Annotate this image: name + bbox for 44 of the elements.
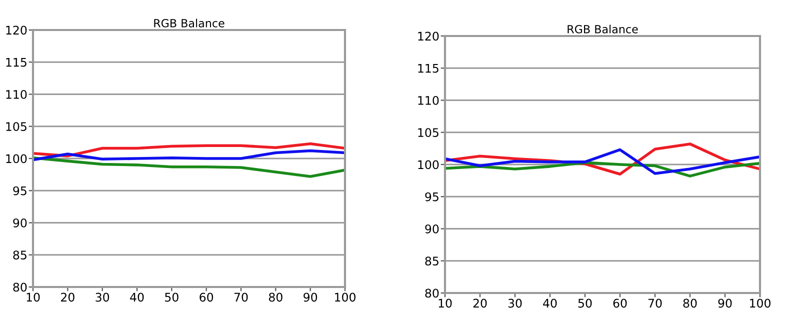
- x-tick-label: 100: [335, 292, 356, 302]
- y-tick-label: 100: [6, 154, 27, 164]
- x-tick-label: 10: [26, 292, 40, 302]
- y-tick-label: 95: [425, 192, 438, 202]
- x-tick-label: 20: [473, 298, 487, 308]
- line-series: [33, 142, 345, 158]
- line-series: [33, 149, 345, 162]
- x-tick-label: 80: [268, 292, 282, 302]
- y-tick-label: 95: [13, 186, 26, 196]
- y-tick-label: 100: [418, 160, 439, 170]
- y-tick-label: 105: [418, 128, 438, 138]
- x-tick-label: 50: [578, 298, 592, 308]
- y-tick-label: 110: [418, 96, 439, 105]
- y-tick-label: 80: [13, 282, 27, 292]
- chart-title: RGB Balance: [568, 24, 638, 34]
- chart-title: RGB Balance: [154, 18, 224, 28]
- line-series: [33, 156, 345, 178]
- x-tick-label: 20: [61, 292, 74, 302]
- x-tick-label: 70: [648, 298, 662, 308]
- y-tick-label: 115: [418, 64, 438, 73]
- x-tick-label: 40: [543, 298, 557, 308]
- y-tick-label: 85: [425, 256, 438, 266]
- y-tick-label: 120: [6, 26, 27, 35]
- y-tick-label: 110: [6, 90, 27, 99]
- line-series: [445, 148, 760, 175]
- x-tick-label: 90: [718, 298, 732, 308]
- y-tick-label: 120: [418, 32, 439, 41]
- x-tick-label: 40: [130, 292, 144, 302]
- x-tick-label: 90: [304, 292, 318, 302]
- x-tick-label: 60: [200, 292, 214, 302]
- line-series: [445, 161, 760, 178]
- x-tick-label: 50: [165, 292, 178, 302]
- x-tick-label: 30: [508, 298, 522, 308]
- x-tick-label: 70: [234, 292, 248, 302]
- x-tick-label: 10: [438, 298, 452, 308]
- x-tick-label: 80: [683, 298, 697, 308]
- y-tick-label: 105: [6, 122, 26, 132]
- x-tick-label: 30: [96, 292, 110, 302]
- y-tick-label: 85: [13, 250, 26, 260]
- y-tick-label: 90: [13, 218, 27, 228]
- x-tick-label: 60: [613, 298, 627, 308]
- x-tick-label: 100: [750, 298, 770, 308]
- y-tick-label: 115: [6, 58, 26, 67]
- y-tick-label: 90: [425, 224, 439, 234]
